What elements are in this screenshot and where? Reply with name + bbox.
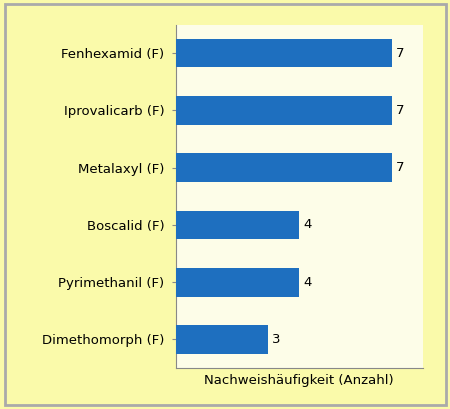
Text: 3: 3 — [272, 333, 280, 346]
Text: 4: 4 — [303, 276, 311, 289]
Text: 7: 7 — [396, 161, 404, 174]
Text: 7: 7 — [396, 47, 404, 60]
Bar — [176, 39, 392, 67]
Bar — [176, 268, 299, 297]
Bar — [176, 211, 299, 239]
Text: 7: 7 — [396, 104, 404, 117]
X-axis label: Nachweishäufigkeit (Anzahl): Nachweishäufigkeit (Anzahl) — [204, 374, 394, 387]
Bar — [176, 325, 268, 354]
Bar — [176, 96, 392, 125]
Bar — [176, 153, 392, 182]
Text: 4: 4 — [303, 218, 311, 231]
